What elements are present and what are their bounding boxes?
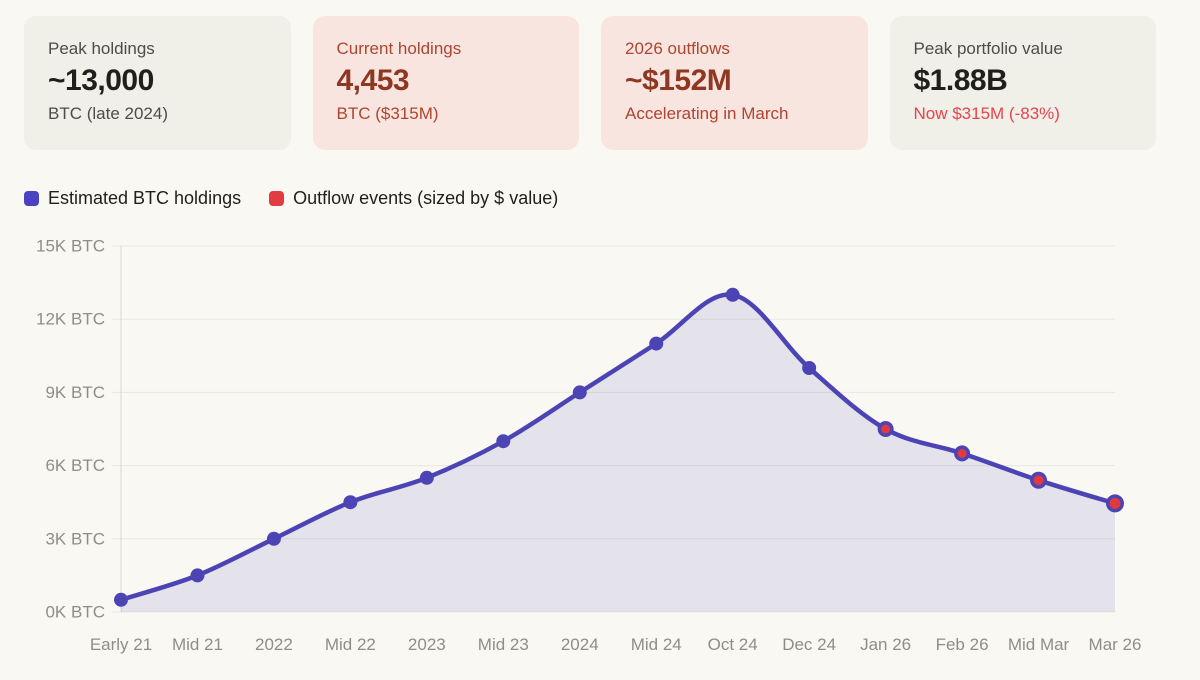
- chart-legend: Estimated BTC holdings Outflow events (s…: [24, 188, 558, 209]
- holdings-area-fill: [121, 294, 1115, 612]
- x-axis-tick-label: Feb 26: [936, 635, 989, 654]
- btc-holdings-swatch-icon: [24, 191, 39, 206]
- x-axis-tick-label: Mid Mar: [1008, 635, 1070, 654]
- x-axis-tick-label: Oct 24: [708, 635, 758, 654]
- outflow-events-swatch-icon: [269, 191, 285, 206]
- y-axis-tick-label: 12K BTC: [36, 310, 105, 329]
- card-peak-portfolio-value: Peak portfolio value $1.88B Now $315M (-…: [889, 16, 1156, 150]
- legend-item-outflow-events[interactable]: Outflow events (sized by $ value): [269, 188, 558, 209]
- card-peak-holdings: Peak holdings ~13,000 BTC (late 2024): [24, 16, 291, 150]
- y-axis-tick-label: 15K BTC: [36, 237, 105, 256]
- card-label: Current holdings: [336, 39, 462, 58]
- card-subtext: Now $315M (-83%): [913, 104, 1060, 123]
- legend-label: Estimated BTC holdings: [48, 188, 242, 208]
- card-value: $1.88B: [913, 64, 1008, 97]
- data-point: [496, 434, 511, 449]
- outflow-marker: [1109, 497, 1121, 509]
- x-axis-tick-label: Mid 22: [325, 635, 376, 654]
- card-subtext: BTC ($315M): [336, 104, 439, 123]
- stat-cards-row: Peak holdings ~13,000 BTC (late 2024) Cu…: [24, 16, 1156, 150]
- data-point: [343, 495, 358, 510]
- data-point: [419, 470, 434, 485]
- card-value: 4,453: [336, 64, 410, 97]
- x-axis-tick-label: 2024: [561, 635, 599, 654]
- x-axis-tick-label: 2023: [408, 635, 446, 654]
- card-2026-outflows: 2026 outflows ~$152M Accelerating in Mar…: [601, 16, 868, 150]
- data-point: [572, 385, 587, 400]
- x-axis-tick-label: Mid 23: [478, 635, 529, 654]
- data-point: [649, 336, 664, 351]
- card-subtext: Accelerating in March: [625, 104, 789, 123]
- card-subtext: BTC (late 2024): [48, 104, 168, 123]
- holdings-chart-area: 0K BTC 3K BTC 6K BTC 9K BTC 12K BTC 15K BTC Ea…: [0, 230, 1200, 675]
- data-point: [725, 287, 740, 302]
- holdings-chart: 0K BTC 3K BTC 6K BTC 9K BTC 12K BTC 15K BTC Ea…: [36, 237, 1142, 655]
- legend-item-btc-holdings[interactable]: Estimated BTC holdings: [24, 188, 241, 209]
- card-current-holdings: Current holdings 4,453 BTC ($315M): [312, 16, 579, 150]
- x-axis-tick-label: Early 21: [90, 635, 152, 654]
- data-point: [190, 568, 205, 583]
- x-axis-tick-label: 2022: [255, 635, 293, 654]
- outflow-marker: [1033, 475, 1044, 486]
- y-axis-tick-label: 0K BTC: [45, 603, 105, 622]
- card-label: 2026 outflows: [625, 39, 730, 58]
- y-axis-tick-label: 9K BTC: [45, 383, 105, 402]
- x-axis-tick-label: Dec 24: [782, 635, 836, 654]
- card-label: Peak holdings: [48, 39, 155, 58]
- card-value: ~13,000: [48, 64, 154, 97]
- x-axis-tick-label: Mid 24: [631, 635, 682, 654]
- y-axis-tick-label: 3K BTC: [45, 529, 105, 548]
- legend-label: Outflow events (sized by $ value): [293, 188, 559, 208]
- x-axis-tick-label: Jan 26: [860, 635, 911, 654]
- outflow-marker: [957, 448, 967, 458]
- data-point: [114, 592, 128, 607]
- data-point: [266, 531, 281, 546]
- data-point: [802, 361, 817, 375]
- y-axis-tick-label: 6K BTC: [45, 456, 105, 475]
- x-axis-tick-label: Mar 26: [1089, 635, 1142, 654]
- card-label: Peak portfolio value: [913, 39, 1063, 58]
- x-axis-tick-label: Mid 21: [172, 635, 223, 654]
- outflow-marker: [881, 424, 891, 434]
- holdings-line: [118, 292, 1118, 603]
- card-value: ~$152M: [625, 64, 732, 97]
